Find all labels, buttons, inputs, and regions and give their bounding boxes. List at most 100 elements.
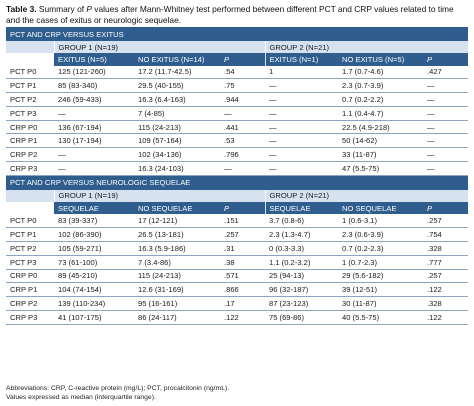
table-cell: 102 (86-390) — [54, 227, 134, 242]
column-header: NO SEQUELAE — [338, 201, 423, 215]
table-cell: 83 (39-337) — [54, 214, 134, 229]
table-cell: 139 (110-234) — [54, 296, 134, 311]
row-label: PCT P0 — [6, 214, 54, 229]
table-cell: 16.3 (5.9-186) — [134, 241, 220, 256]
table-cell: — — [265, 133, 338, 149]
row-label: CRP P3 — [6, 161, 54, 176]
table-cell: 17.2 (11.7-42.5) — [134, 65, 220, 80]
group-2-header: GROUP 2 (N=21) — [264, 41, 469, 53]
table-cell: 16.3 (6.4-163) — [134, 92, 220, 107]
table-cell: 12.6 (31-169) — [134, 282, 220, 298]
table-cell: 25 (94-13) — [265, 269, 338, 284]
table-cell: 105 (59-271) — [54, 241, 134, 256]
table-cell: .944 — [220, 92, 265, 107]
table-cell: .31 — [220, 241, 265, 256]
table-row: PCT P1 102 (86-390) 26.5 (13-181) .257 2.3 (… — [6, 227, 469, 242]
table-cell: 33 (11-87) — [338, 147, 423, 163]
table-cell: .75 — [220, 78, 265, 94]
table-row: CRP P3 41 (107-175) 86 (24-117) .122 75 (69-… — [6, 310, 469, 325]
table-cell: 26.5 (13-181) — [134, 227, 220, 242]
table-cell: .257 — [423, 214, 469, 229]
column-header: EXITUS (N=1) — [264, 53, 338, 66]
table-cell: .122 — [220, 310, 265, 325]
table-cell: 40 (5.5-75) — [338, 310, 423, 325]
column-header-row: SEQUELAE NO SEQUELAE P SEQUELAE NO SEQUELAE P — [6, 201, 469, 215]
section-header-row: PCT AND CRP VERSUS NEUROLOGIC SEQUELAE — [6, 175, 469, 190]
table-cell: .866 — [220, 282, 265, 298]
caption-label: Table 3. — [6, 4, 37, 14]
row-label: CRP P2 — [6, 296, 54, 311]
table-cell: 2.3 (0.6-3.9) — [338, 227, 423, 242]
table-cell: 1 — [265, 65, 338, 80]
table-cell: — — [265, 92, 338, 107]
table-cell: 1.1 (0.4-4.7) — [338, 106, 423, 121]
group-1-header: GROUP 1 (N=19) — [53, 189, 265, 202]
table-cell: — — [54, 161, 134, 176]
table-cell: 39 (12-51) — [338, 282, 423, 298]
section-header-row: PCT AND CRP VERSUS EXITUS — [6, 27, 469, 41]
table-cell: .328 — [423, 241, 469, 256]
table-cell: 7 (4-85) — [134, 106, 220, 121]
table-cell: 50 (14-62) — [338, 133, 423, 149]
summary-table: PCT AND CRP VERSUS EXITUS GROUP 1 (N=19) G… — [6, 27, 469, 325]
table-cell: 1.7 (0.7-4.6) — [338, 65, 423, 80]
row-label: PCT P3 — [6, 106, 54, 121]
row-label: CRP P2 — [6, 147, 54, 163]
column-header-spacer — [6, 201, 54, 215]
group-header-row: GROUP 1 (N=19) GROUP 2 (N=21) — [6, 189, 469, 202]
table-row: CRP P1 104 (74-154) 12.6 (31-169) .866 96 (3… — [6, 282, 469, 298]
table-cell: — — [423, 161, 469, 176]
table-cell: .427 — [423, 65, 469, 80]
table-cell: 7 (3.4-86) — [134, 255, 220, 270]
table-cell: 86 (24-117) — [134, 310, 220, 325]
column-header: NO SEQUELAE — [134, 201, 220, 215]
table-cell: 2.3 (0.7-3.9) — [338, 78, 423, 94]
table-cell: 17 (12-121) — [134, 214, 220, 229]
table-cell: .441 — [220, 120, 265, 135]
table-cell: .796 — [220, 147, 265, 163]
table-cell: 1 (0.6-3.1) — [338, 214, 423, 229]
row-label: PCT P2 — [6, 241, 54, 256]
table-cell: 1.1 (0.2-3.2) — [265, 255, 338, 270]
group-2-header: GROUP 2 (N=21) — [264, 189, 469, 202]
column-header: SEQUELAE — [264, 201, 338, 215]
table-cell: .151 — [220, 214, 265, 229]
table-cell: 29.5 (40-155) — [134, 78, 220, 94]
row-label: PCT P0 — [6, 65, 54, 80]
row-label: PCT P3 — [6, 255, 54, 270]
row-label: CRP P1 — [6, 133, 54, 149]
table-cell: — — [423, 92, 469, 107]
section-title: PCT AND CRP VERSUS EXITUS — [6, 27, 469, 41]
table-row: PCT P3—7 (4-85) — —1.1 (0.4-4.7) — — [6, 106, 469, 121]
table-cell: 47 (5.5-75) — [338, 161, 423, 176]
table-cell: .754 — [423, 227, 469, 242]
table-cell: 102 (34-136) — [134, 147, 220, 163]
column-header: P — [220, 201, 265, 215]
table-cell: .122 — [423, 310, 469, 325]
table-cell: 115 (24-213) — [134, 269, 220, 284]
table-row: CRP P0 136 (67-194) 115 (24-213) .441—22.5 … — [6, 120, 469, 135]
table-cell: 95 (16-161) — [134, 296, 220, 311]
table-cell: — — [265, 161, 338, 176]
table-cell: — — [423, 147, 469, 163]
caption-italic-p: P — [86, 4, 92, 14]
section-title: PCT AND CRP VERSUS NEUROLOGIC SEQUELAE — [6, 175, 469, 190]
table-row: PCT P3 73 (61-100) 7 (3.4-86) .38 1.1 (0.2-3… — [6, 255, 469, 270]
table-cell: .257 — [423, 269, 469, 284]
table-cell: 125 (121-260) — [54, 65, 134, 80]
table-caption: Table 3. Summary of P values after Mann-… — [6, 4, 468, 25]
group-1-header: GROUP 1 (N=19) — [53, 41, 265, 53]
table-row: PCT P0 125 (121-260) 17.2 (11.7-42.5) .54 1 1… — [6, 65, 469, 80]
table-cell: — — [423, 78, 469, 94]
table-cell: — — [265, 120, 338, 135]
group-spacer-cell — [6, 189, 54, 202]
table-cell: — — [220, 106, 265, 121]
column-header: SEQUELAE — [54, 201, 134, 215]
table-cell: 136 (67-194) — [54, 120, 134, 135]
table-cell: .53 — [220, 133, 265, 149]
row-label: CRP P0 — [6, 120, 54, 135]
table-cell: .122 — [423, 282, 469, 298]
row-label: PCT P1 — [6, 227, 54, 242]
table-cell: .38 — [220, 255, 265, 270]
